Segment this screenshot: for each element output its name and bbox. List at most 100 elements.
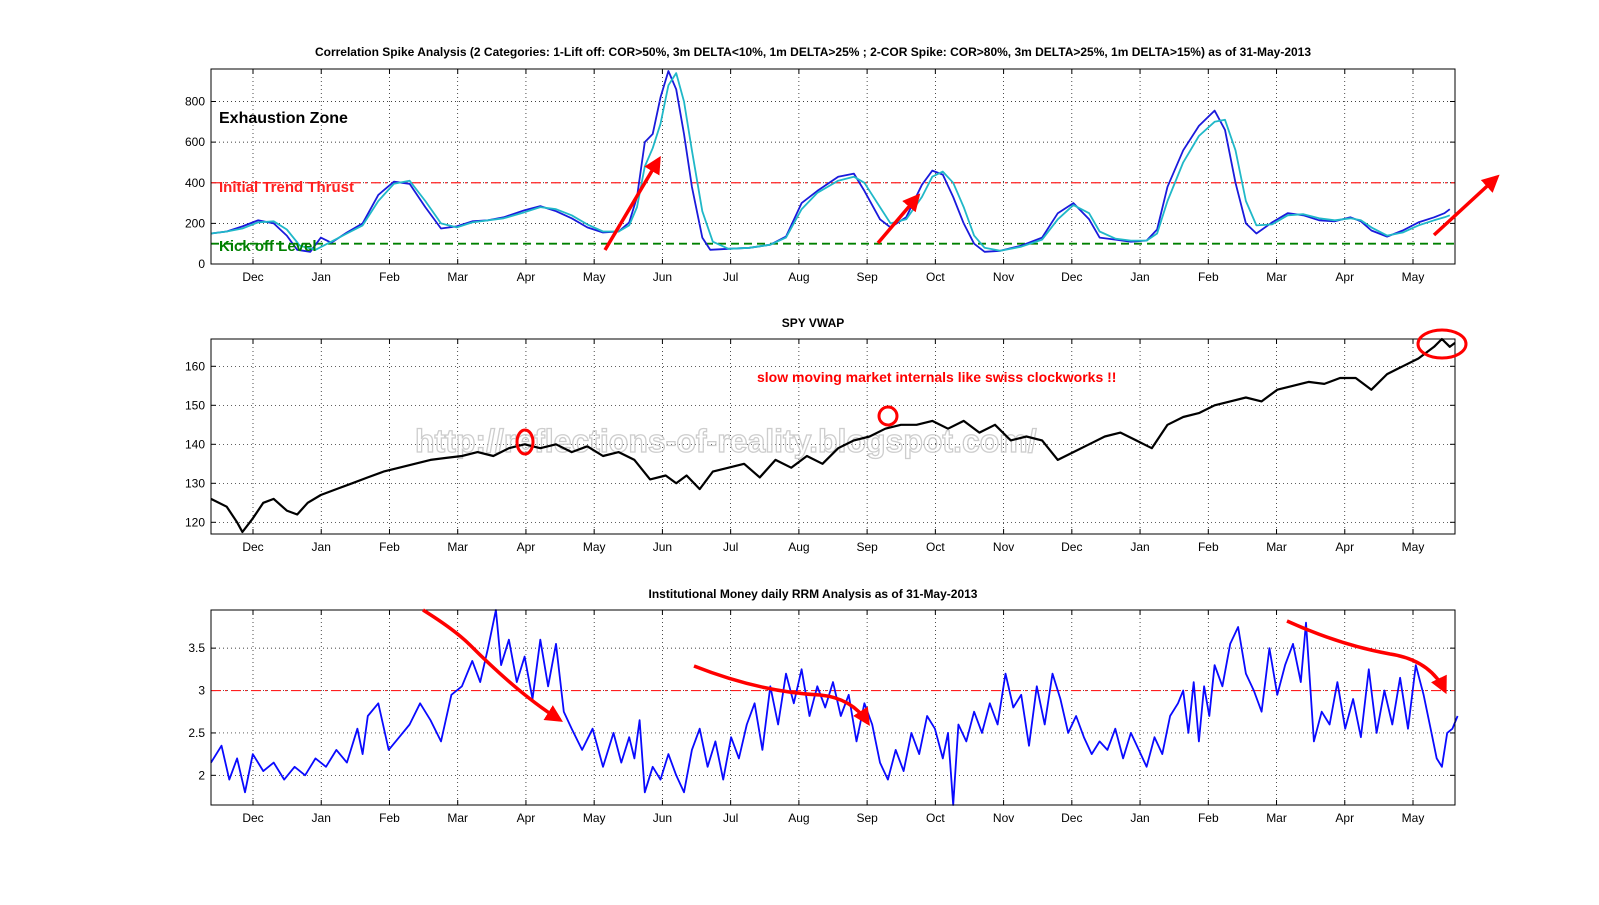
x-tick-label: Mar: [1266, 540, 1287, 554]
spy-y-ticks: 120 130 140 150 160: [185, 359, 1455, 529]
trend-arrow-mar-apr: [422, 608, 563, 722]
x-tick-label: Mar: [1266, 811, 1287, 825]
x-tick-label: Oct: [926, 270, 945, 284]
x-tick-label: Jan: [1130, 540, 1149, 554]
x-tick-label: May: [1402, 270, 1425, 284]
rrm-analysis-panel: Institutional Money daily RRM Analysis a…: [188, 587, 1459, 825]
y-tick-label: 400: [185, 176, 205, 190]
rrm-x-ticks: Dec Jan Feb Mar Apr May Jun Jul Aug Sep Oct Nov Dec J…: [242, 610, 1424, 825]
x-tick-label: May: [1402, 540, 1425, 554]
x-tick-label: Sep: [856, 270, 878, 284]
series-line-cyan: [210, 72, 1451, 252]
correlation-spike-panel: Correlation Spike Analysis (2 Categories…: [185, 45, 1500, 284]
x-tick-label: Mar: [447, 811, 468, 825]
x-tick-label: Feb: [1198, 540, 1219, 554]
x-tick-label: Jun: [653, 540, 672, 554]
x-tick-label: May: [1402, 811, 1425, 825]
x-tick-label: Apr: [1335, 270, 1354, 284]
y-tick-label: 150: [185, 398, 205, 412]
correlation-chart-title: Correlation Spike Analysis (2 Categories…: [315, 45, 1311, 59]
x-tick-label: Aug: [788, 540, 809, 554]
rrm-chart-title: Institutional Money daily RRM Analysis a…: [649, 587, 978, 601]
arrow-up-oct: [876, 193, 921, 245]
highlight-circle-may: [1416, 328, 1468, 360]
x-tick-label: Aug: [788, 811, 809, 825]
x-tick-label: Feb: [379, 540, 400, 554]
arrow-up-jun: [603, 155, 661, 251]
x-tick-label: Dec: [1061, 270, 1082, 284]
x-tick-label: Apr: [517, 540, 536, 554]
x-tick-label: Mar: [447, 270, 468, 284]
correlation-grid: [211, 69, 1455, 265]
correlation-axes-box: [210, 68, 1456, 265]
correlation-x-ticks: Dec Jan Feb Mar Apr May Jun Jul Aug Sep Oct Nov Dec J…: [242, 69, 1424, 284]
y-tick-label: 600: [185, 135, 205, 149]
x-tick-label: Jan: [312, 540, 331, 554]
series-line-blue: [210, 70, 1451, 253]
x-tick-label: Sep: [856, 540, 878, 554]
spy-vwap-panel: SPY VWAP 120 130 140 150 160 Dec Jan Feb Mar Apr…: [185, 316, 1468, 554]
x-tick-label: Feb: [379, 811, 400, 825]
rrm-y-ticks: 2 2.5 3 3.5: [188, 641, 1455, 782]
spy-vwap-title: SPY VWAP: [782, 316, 844, 330]
x-tick-label: Feb: [1198, 270, 1219, 284]
y-tick-label: 3: [198, 684, 205, 698]
x-tick-label: May: [583, 811, 606, 825]
y-tick-label: 120: [185, 515, 205, 529]
y-tick-label: 3.5: [188, 641, 205, 655]
rrm-series: [210, 609, 1459, 806]
y-tick-label: 800: [185, 95, 205, 109]
x-tick-label: Mar: [1266, 270, 1287, 284]
y-tick-label: 130: [185, 476, 205, 490]
x-tick-label: May: [583, 540, 606, 554]
arrow-up-may: [1432, 174, 1500, 237]
y-tick-label: 160: [185, 359, 205, 373]
x-tick-label: Apr: [1335, 811, 1354, 825]
trend-arrow-mar-may: [1286, 619, 1447, 695]
x-tick-label: Oct: [926, 540, 945, 554]
series-line-black: [210, 337, 1456, 534]
x-tick-label: Dec: [242, 811, 263, 825]
trend-arrow-jul-sep: [693, 664, 870, 726]
x-tick-label: Aug: [788, 270, 809, 284]
correlation-y-ticks: 0 200 400 600 800: [185, 95, 1455, 271]
x-tick-label: May: [583, 270, 606, 284]
x-tick-label: Jul: [723, 270, 738, 284]
x-tick-label: Jan: [312, 811, 331, 825]
x-tick-label: Feb: [1198, 811, 1219, 825]
y-tick-label: 140: [185, 437, 205, 451]
y-tick-label: 200: [185, 216, 205, 230]
x-tick-label: Apr: [1335, 540, 1354, 554]
initial-trend-thrust-label: Initial Trend Thrust: [219, 179, 354, 196]
x-tick-label: Jul: [723, 540, 738, 554]
spy-axes-box: [210, 338, 1456, 535]
series-line-blue: [210, 609, 1459, 806]
x-tick-label: Nov: [993, 270, 1014, 284]
x-tick-label: Mar: [447, 540, 468, 554]
x-tick-label: Jul: [723, 811, 738, 825]
y-tick-label: 2.5: [188, 726, 205, 740]
x-tick-label: Sep: [856, 811, 878, 825]
x-tick-label: Feb: [379, 270, 400, 284]
rrm-axes-box: [210, 609, 1456, 806]
x-tick-label: Dec: [1061, 811, 1082, 825]
x-tick-label: Jan: [1130, 811, 1149, 825]
correlation-series: [210, 70, 1451, 253]
x-tick-label: Dec: [1061, 540, 1082, 554]
x-tick-label: Nov: [993, 811, 1014, 825]
spy-x-ticks: Dec Jan Feb Mar Apr May Jun Jul Aug Sep Oct Nov Dec J…: [242, 339, 1424, 554]
swiss-clockworks-label: slow moving market internals like swiss …: [757, 369, 1116, 385]
x-tick-label: Apr: [517, 270, 536, 284]
blog-watermark: http://reflections-of-reality.blogspot.c…: [415, 423, 1037, 459]
exhaustion-zone-label: Exhaustion Zone: [219, 110, 348, 127]
x-tick-label: Jan: [312, 270, 331, 284]
spy-series: [210, 337, 1456, 534]
x-tick-label: Oct: [926, 811, 945, 825]
rrm-grid: [211, 610, 1455, 805]
y-tick-label: 0: [198, 257, 205, 271]
x-tick-label: Jun: [653, 270, 672, 284]
x-tick-label: Jan: [1130, 270, 1149, 284]
correlation-reference-lines: [211, 182, 1455, 245]
